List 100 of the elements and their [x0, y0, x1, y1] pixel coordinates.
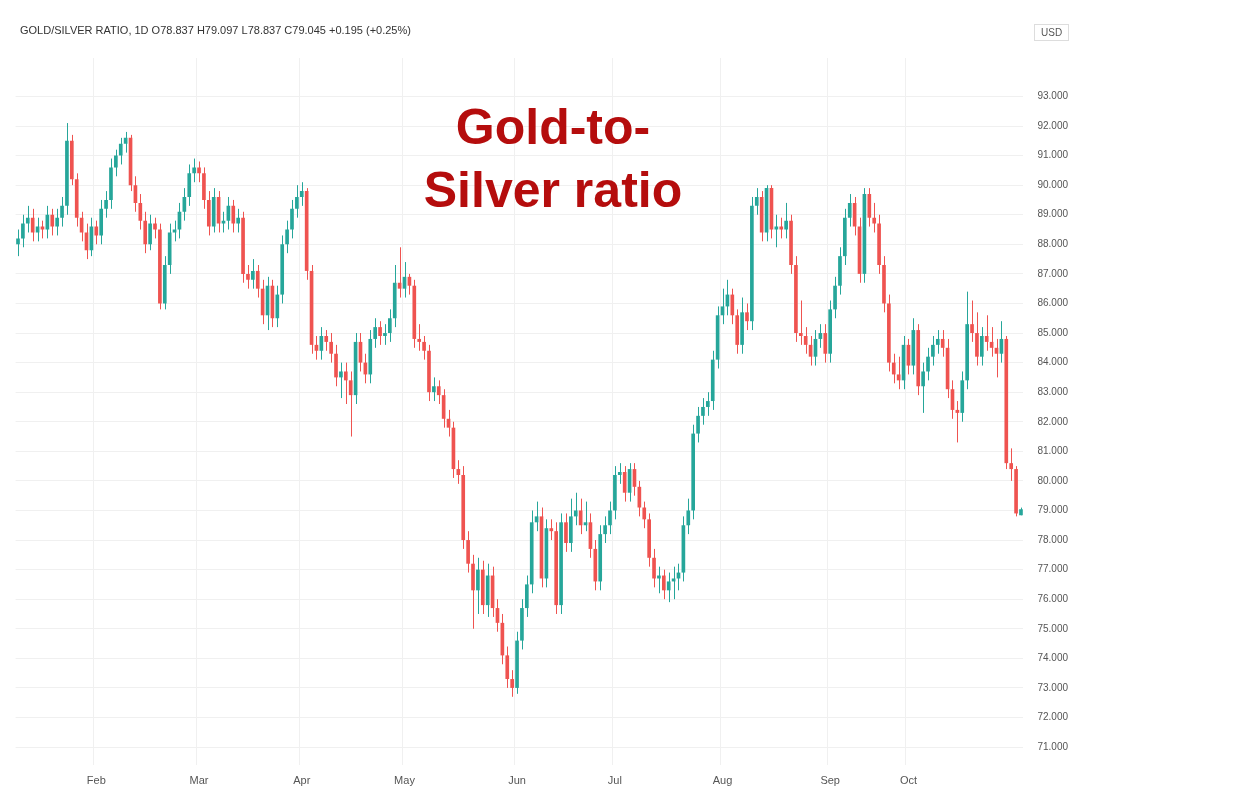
candlestick — [666, 572, 671, 603]
candlestick — [236, 208, 241, 233]
candlestick — [652, 548, 656, 588]
x-tick-label: Oct — [899, 774, 917, 787]
candlestick — [187, 163, 192, 207]
candlestick — [642, 501, 647, 529]
candlestick — [348, 370, 353, 438]
candlestick — [339, 362, 343, 399]
candlestick — [984, 314, 989, 352]
candlestick — [823, 323, 828, 364]
candlestick — [231, 199, 236, 233]
candlestick — [118, 137, 123, 165]
candlestick — [476, 557, 480, 615]
x-tick-label: Mar — [189, 774, 209, 787]
candlestick — [324, 329, 329, 352]
candlestick — [872, 202, 877, 233]
candlestick — [417, 323, 422, 352]
candlestick — [573, 492, 578, 526]
y-tick-label: 92.000 — [1037, 119, 1069, 131]
x-tick-label: Feb — [86, 774, 106, 787]
candlestick — [921, 362, 925, 414]
candlestick — [192, 158, 196, 183]
candlestick — [1009, 447, 1014, 482]
y-tick-label: 86.000 — [1037, 297, 1069, 309]
candlestick — [564, 512, 568, 553]
candlestick — [275, 285, 280, 328]
y-tick-label: 73.000 — [1037, 681, 1069, 693]
y-tick-label: 84.000 — [1037, 356, 1069, 368]
y-tick-label: 85.000 — [1037, 326, 1069, 338]
y-tick-label: 90.000 — [1037, 178, 1069, 190]
candlestick — [295, 184, 299, 219]
candlestick — [696, 406, 700, 443]
candlestick — [329, 332, 333, 364]
x-tick-label: Jul — [607, 774, 622, 787]
y-tick-label: 83.000 — [1037, 385, 1069, 397]
candlestick — [847, 193, 852, 228]
x-tick-label: Apr — [293, 774, 311, 787]
y-tick-label: 76.000 — [1037, 592, 1069, 604]
candlestick — [343, 362, 348, 405]
candlestick — [891, 353, 896, 384]
candlestick — [935, 329, 940, 355]
candlestick — [931, 335, 935, 367]
candlestick — [153, 217, 157, 239]
candlestick — [701, 397, 705, 426]
candlestick — [55, 208, 59, 236]
y-tick-label: 80.000 — [1037, 474, 1069, 486]
y-tick-label: 87.000 — [1037, 267, 1069, 279]
y-tick-label: 91.000 — [1037, 149, 1069, 161]
candlestick — [784, 202, 788, 239]
y-tick-label: 71.000 — [1037, 740, 1069, 752]
candlestick — [299, 181, 304, 207]
candlestick — [285, 220, 289, 254]
candlestick — [617, 462, 622, 485]
candlestick — [745, 302, 749, 331]
candlestick — [378, 320, 382, 346]
candlestick — [383, 323, 387, 346]
candlestick — [549, 518, 554, 541]
y-tick-label: 72.000 — [1037, 711, 1069, 723]
candlestick — [436, 379, 441, 405]
candlestick — [686, 498, 691, 535]
candlestick — [940, 329, 945, 358]
y-tick-label: 77.000 — [1037, 563, 1069, 575]
y-tick-label: 79.000 — [1037, 504, 1069, 516]
candlestick — [94, 220, 99, 245]
candlestick — [779, 217, 784, 239]
candlestick — [466, 530, 470, 574]
candlestick — [979, 326, 984, 367]
chart-subtitle: GOLD/SILVER RATIO, 1D O78.837 H79.097 L78.837 C79.045 +0.195 (+0.25%) — [20, 24, 411, 36]
y-tick-label: 75.000 — [1037, 622, 1069, 634]
candlestick — [50, 208, 55, 236]
candlestick — [803, 326, 808, 355]
candlestick — [30, 208, 35, 242]
candlestick — [104, 190, 108, 219]
candlestick — [388, 308, 392, 343]
candlestick — [60, 196, 64, 228]
y-tick-label: 78.000 — [1037, 533, 1069, 545]
candlestick — [970, 300, 974, 343]
y-tick-label: 74.000 — [1037, 652, 1069, 664]
candlestick — [926, 347, 930, 381]
candlestick — [798, 300, 803, 346]
candlestick — [138, 193, 143, 231]
text: Gold-to-Silver ratio — [422, 98, 684, 220]
candlestick — [246, 264, 250, 290]
candlestick — [661, 569, 666, 600]
candlestick — [16, 229, 20, 257]
y-tick-label: 89.000 — [1037, 208, 1069, 220]
candlestick — [603, 515, 607, 544]
y-tick-label: 88.000 — [1037, 238, 1069, 250]
candlestick — [148, 214, 152, 251]
candlestick — [833, 276, 837, 319]
candlestick — [754, 187, 759, 216]
candlestick — [114, 149, 118, 177]
candlestick — [505, 646, 510, 689]
candlestick — [706, 391, 710, 417]
candlestick — [251, 258, 255, 290]
candlestick — [290, 199, 294, 239]
y-axis-title: USD — [1034, 24, 1070, 41]
candlestick — [608, 501, 612, 535]
x-tick-label: Sep — [820, 774, 840, 787]
candlestick — [730, 288, 735, 325]
